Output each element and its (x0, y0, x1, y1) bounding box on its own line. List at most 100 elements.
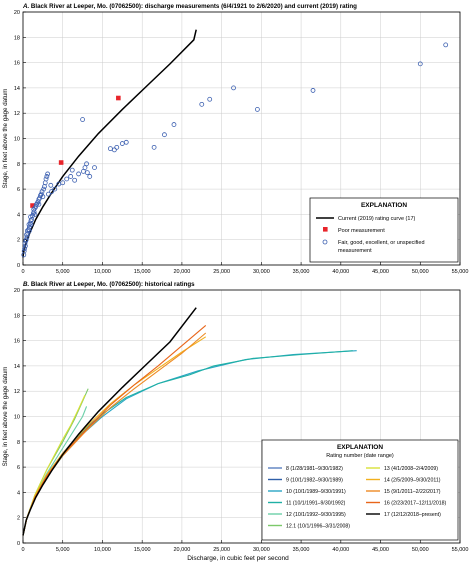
y-tick-label: 14 (14, 364, 20, 370)
y-tick-label: 12 (14, 111, 20, 117)
measurement-point (114, 144, 120, 150)
y-tick-label: 20 (14, 288, 20, 294)
legend-label: 11 (10/1/1991–9/30/1992) (286, 501, 346, 507)
measurement-point (72, 177, 78, 183)
x-tick-label: 30,000 (253, 547, 270, 553)
measurement-point (80, 117, 85, 122)
y-axis-label: Stage, in feet above the gage datum (2, 89, 9, 189)
y-tick-label: 6 (17, 187, 20, 193)
y-tick-label: 16 (14, 61, 20, 67)
x-tick-label: 25,000 (213, 547, 230, 553)
poor-measurement-point (58, 160, 64, 165)
x-tick-label: 35,000 (293, 547, 310, 553)
x-tick-label: 15,000 (134, 547, 151, 553)
x-tick-label: 5,000 (56, 547, 70, 553)
measurement-point (310, 88, 316, 93)
measurement-point (22, 246, 27, 251)
x-tick-label: 55,000 (452, 269, 469, 275)
y-tick-label: 10 (14, 415, 20, 421)
panel-a: A. Black River at Leeper, Mo. (07062500)… (2, 3, 468, 275)
legend-swatch-poor (323, 227, 328, 232)
y-tick-label: 16 (14, 339, 20, 345)
measurement-point (43, 176, 49, 182)
legend-label: measurement (338, 248, 372, 254)
legend-subtitle: Rating number (date range) (326, 453, 394, 459)
legend-label: Poor measurement (338, 228, 385, 234)
y-tick-label: 18 (14, 35, 20, 41)
legend-label: 10 (10/1/1989–9/30/1991) (286, 489, 346, 495)
measurement-point (64, 176, 70, 182)
rating-curve (22, 332, 207, 536)
measurement-point (42, 184, 47, 189)
measurement-point (123, 139, 129, 145)
y-tick-label: 20 (14, 10, 20, 16)
y-tick-label: 8 (17, 162, 20, 168)
legend-label: 15 (9/1/2011–2/22/2017) (384, 489, 441, 495)
x-tick-label: 0 (21, 547, 24, 553)
measurement-point (52, 186, 58, 192)
measurement-point (44, 174, 50, 179)
x-tick-label: 20,000 (173, 547, 190, 553)
y-tick-label: 10 (14, 137, 20, 143)
y-tick-label: 14 (14, 86, 20, 92)
measurement-point (36, 201, 42, 207)
measurement-point (80, 168, 86, 174)
y-axis-label: Stage, in feet above the gage datum (2, 367, 9, 467)
x-tick-label: 45,000 (372, 547, 389, 553)
legend-label: 8 (1/28/1981–9/30/1982) (286, 466, 343, 472)
rating-curve (22, 336, 207, 536)
x-tick-label: 15,000 (134, 269, 151, 275)
x-tick-label: 0 (21, 269, 24, 275)
measurement-point (46, 191, 51, 197)
measurement-point (443, 42, 449, 48)
rating-curve (22, 29, 197, 258)
measurement-point (199, 101, 205, 107)
measurement-point (231, 85, 236, 91)
chart-title: A. Black River at Leeper, Mo. (07062500)… (22, 3, 357, 10)
measurement-point (22, 243, 28, 249)
measurement-point (69, 167, 75, 173)
rating-curve (22, 406, 88, 536)
x-axis-label: Discharge, in cubic feet per second (187, 555, 289, 562)
y-tick-label: 18 (14, 313, 20, 319)
x-tick-label: 40,000 (332, 547, 349, 553)
legend-label: 17 (12/12/2018–present) (384, 512, 441, 518)
measurement-point (68, 174, 74, 179)
legend-swatch-fair (322, 239, 328, 245)
measurement-point (82, 165, 88, 170)
measurement-point (28, 222, 34, 227)
measurement-point (23, 237, 29, 243)
rating-curve (22, 325, 207, 536)
measurement-point (24, 228, 30, 234)
measurement-point (40, 194, 46, 200)
x-tick-label: 55,000 (452, 547, 469, 553)
legend-box (309, 197, 459, 263)
measurement-point (26, 222, 32, 227)
y-tick-label: 2 (17, 516, 20, 522)
x-tick-label: 10,000 (94, 269, 111, 275)
y-tick-label: 4 (17, 490, 20, 496)
measurement-point (171, 122, 177, 127)
y-tick-label: 12 (14, 389, 20, 395)
measurement-point (151, 144, 157, 150)
x-tick-label: 50,000 (412, 269, 429, 275)
measurement-point (76, 171, 82, 177)
legend-label: Current (2019) rating curve (17) (338, 216, 416, 222)
measurement-point (21, 248, 27, 254)
x-tick-label: 20,000 (173, 269, 190, 275)
legend-label: 16 (2/23/2017–12/11/2018) (384, 501, 446, 507)
chart-title: B. Black River at Leeper, Mo. (07062500)… (23, 281, 195, 288)
legend-label: 9 (10/1/1982–9/30/1989) (286, 478, 343, 484)
x-tick-label: 5,000 (56, 269, 70, 275)
legend-label: 14 (2/5/2009–9/30/2011) (384, 478, 441, 484)
poor-measurement-point (30, 203, 35, 208)
measurement-point (84, 161, 89, 167)
x-tick-label: 25,000 (213, 269, 230, 275)
measurement-point (45, 171, 51, 177)
measurement-point (254, 107, 260, 112)
measurement-point (87, 174, 93, 179)
measurement-point (49, 189, 55, 195)
y-tick-label: 0 (17, 263, 20, 269)
y-tick-label: 6 (17, 465, 20, 471)
